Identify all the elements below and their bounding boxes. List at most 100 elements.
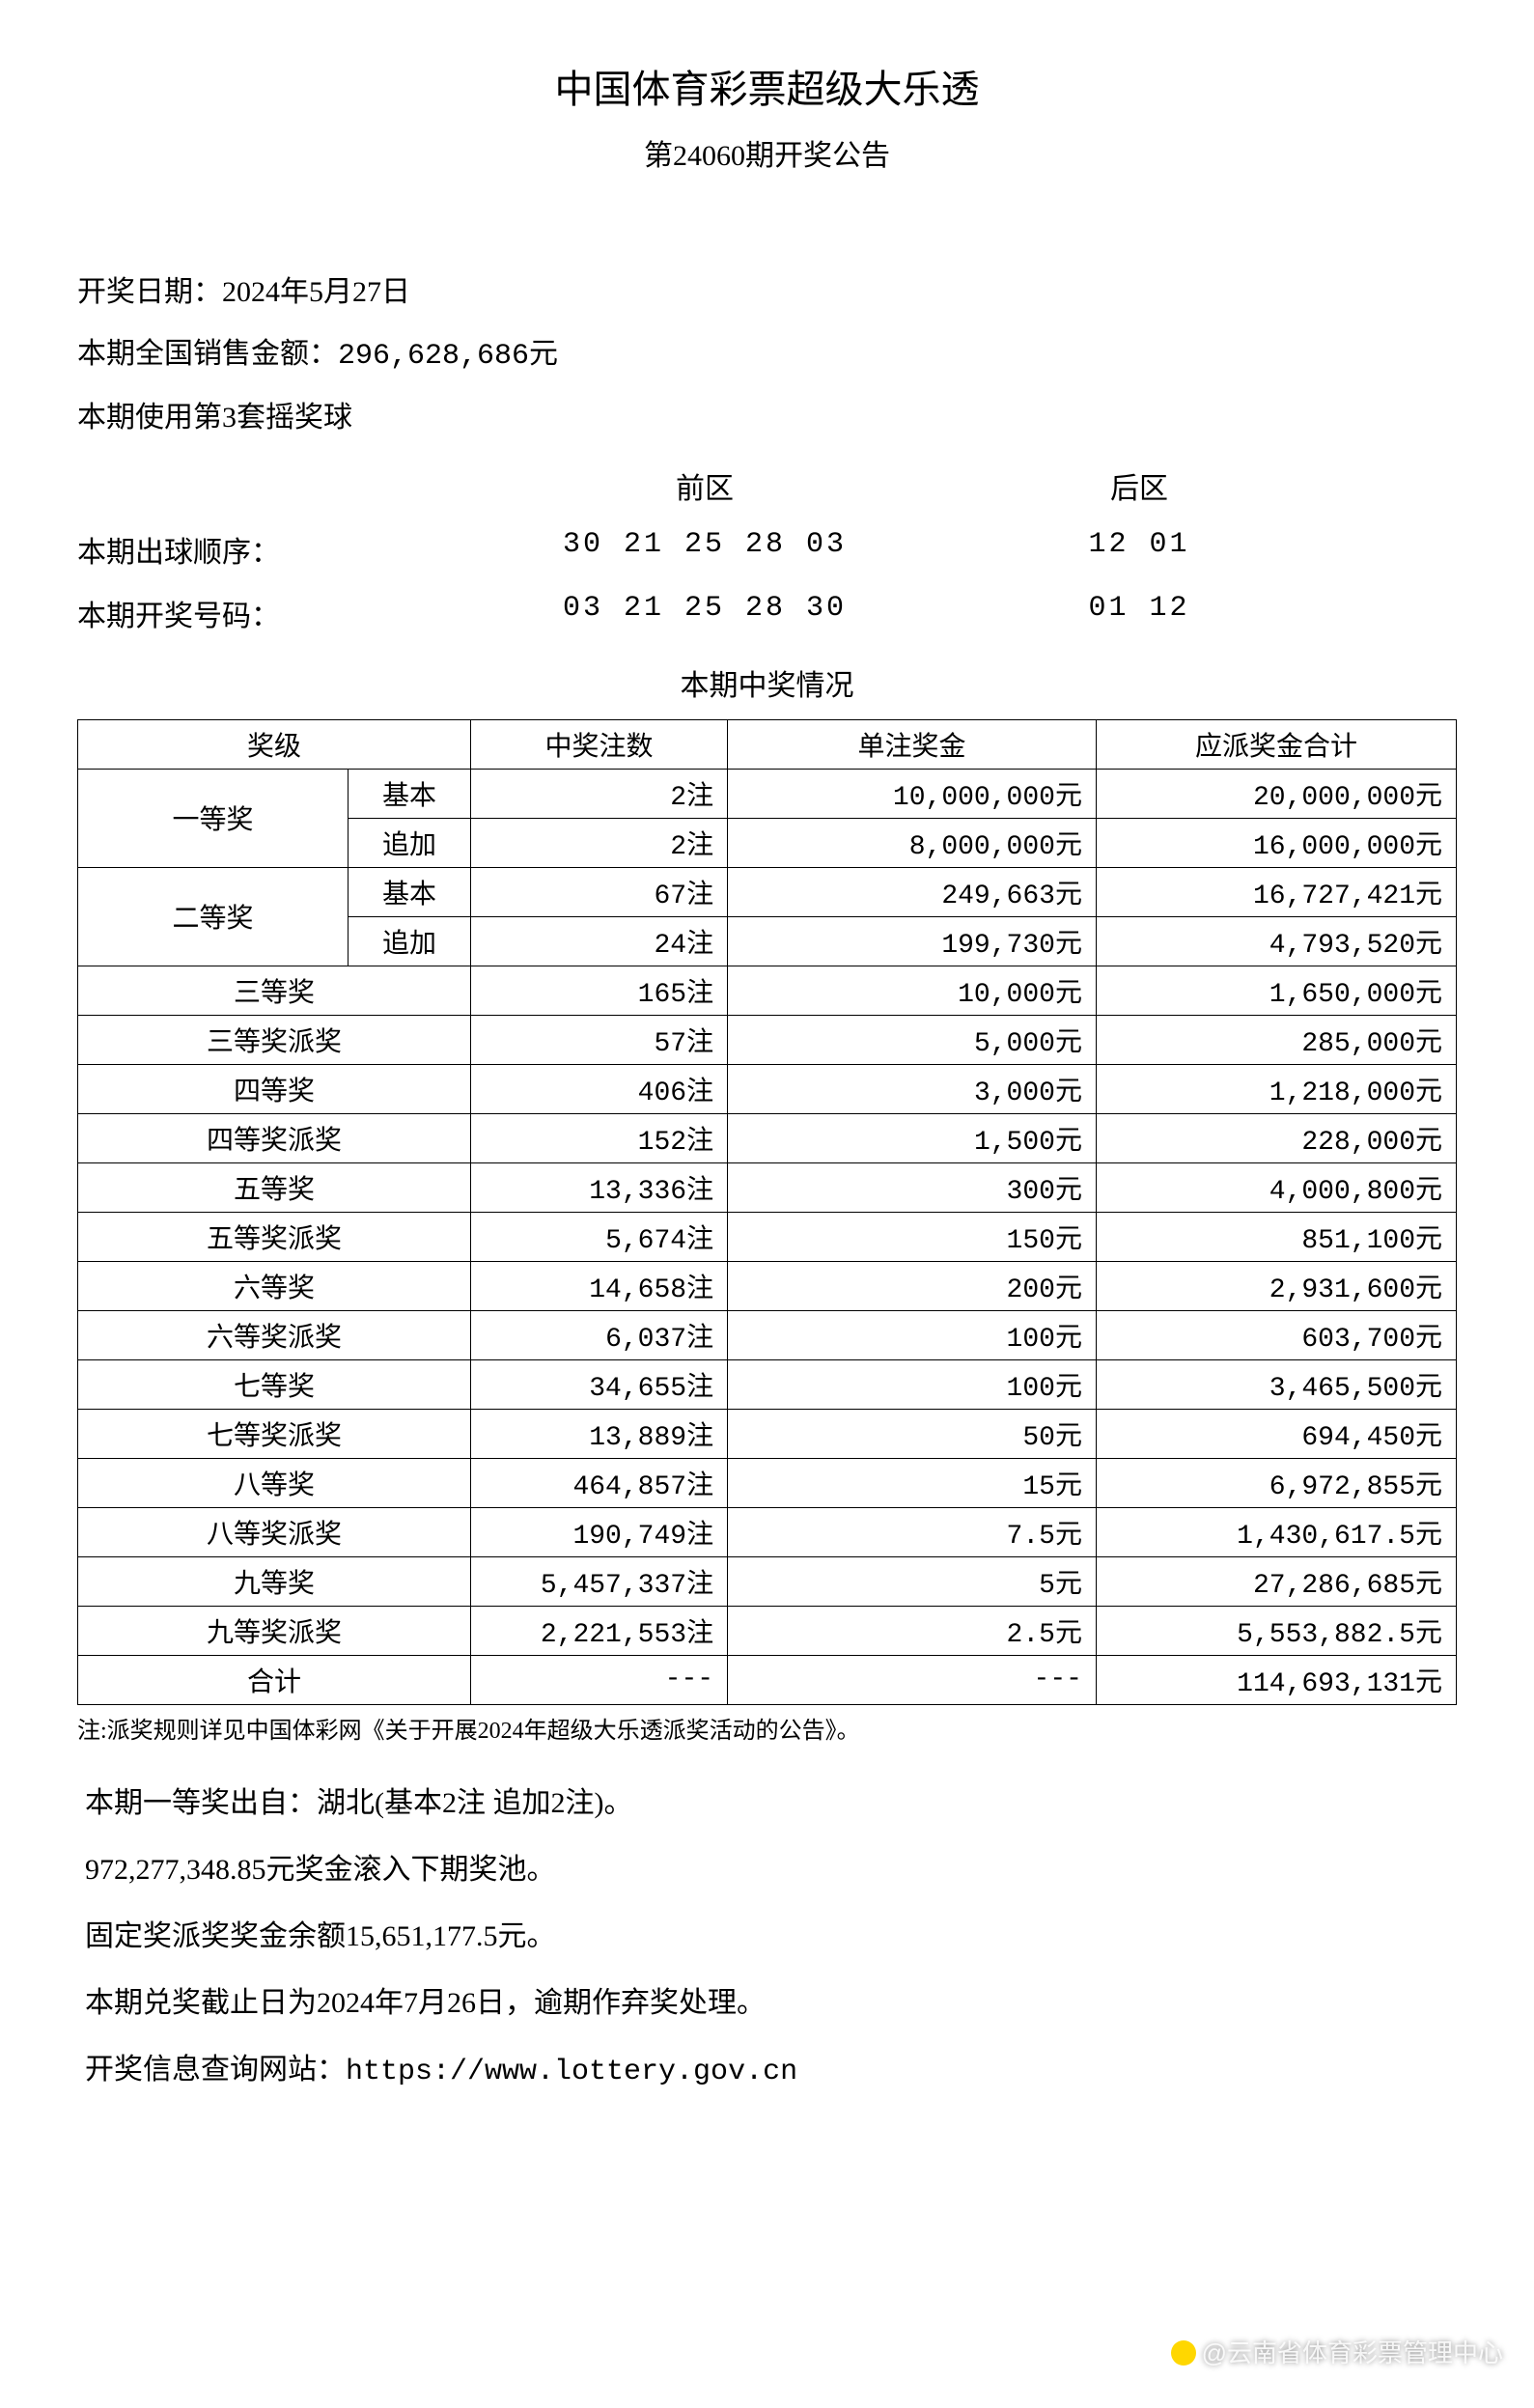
table-row: 八等奖464,857注15元6,972,855元 <box>78 1458 1457 1507</box>
cell-prize: 7.5元 <box>728 1507 1097 1556</box>
cell-total: 851,100元 <box>1096 1212 1456 1261</box>
cell-total: 1,430,617.5元 <box>1096 1507 1456 1556</box>
cell-level: 三等奖 <box>78 966 471 1015</box>
website-url: https://www.lottery.gov.cn <box>346 2056 797 2088</box>
header-level: 奖级 <box>78 719 471 769</box>
cell-prize: 5元 <box>728 1556 1097 1606</box>
table-row: 九等奖派奖2,221,553注2.5元5,553,882.5元 <box>78 1606 1457 1655</box>
cell-count: 165注 <box>470 966 727 1015</box>
draw-date: 开奖日期：2024年5月27日 <box>77 266 1457 320</box>
sum-count: --- <box>470 1655 727 1704</box>
level-second-prize: 二等奖 <box>78 867 349 966</box>
cell-prize: 100元 <box>728 1310 1097 1359</box>
cell-count: 2,221,553注 <box>470 1606 727 1655</box>
sub-addon: 追加 <box>349 818 471 867</box>
winning-front: 03 21 25 28 30 <box>454 592 956 634</box>
table-row: 一等奖基本2注10,000,000元20,000,000元 <box>78 769 1457 818</box>
date-label: 开奖日期： <box>77 276 222 308</box>
sub-basic: 基本 <box>349 867 471 916</box>
cell-prize: 5,000元 <box>728 1015 1097 1064</box>
prize-table-title: 本期中奖情况 <box>77 661 1457 704</box>
cell-total: 5,553,882.5元 <box>1096 1606 1456 1655</box>
ball-set: 本期使用第3套摇奖球 <box>77 391 1457 445</box>
cell-count: 6,037注 <box>470 1310 727 1359</box>
cell-level: 三等奖派奖 <box>78 1015 471 1064</box>
footer-line-2: 972,277,348.85元奖金滚入下期奖池。 <box>85 1836 1457 1903</box>
winning-numbers-label: 本期开奖号码： <box>77 592 454 634</box>
cell-prize: 15元 <box>728 1458 1097 1507</box>
cell-level: 九等奖派奖 <box>78 1606 471 1655</box>
table-note: 注:派奖规则详见中国体彩网《关于开展2024年超级大乐透派奖活动的公告》。 <box>77 1711 1457 1745</box>
cell-prize: 8,000,000元 <box>728 818 1097 867</box>
cell-prize: 100元 <box>728 1359 1097 1409</box>
cell-level: 七等奖派奖 <box>78 1409 471 1458</box>
table-row: 九等奖5,457,337注5元27,286,685元 <box>78 1556 1457 1606</box>
cell-total: 16,000,000元 <box>1096 818 1456 867</box>
header-total: 应派奖金合计 <box>1096 719 1456 769</box>
cell-level: 四等奖 <box>78 1064 471 1113</box>
header-prize: 单注奖金 <box>728 719 1097 769</box>
cell-level: 八等奖 <box>78 1458 471 1507</box>
cell-prize: 10,000元 <box>728 966 1097 1015</box>
table-row: 八等奖派奖190,749注7.5元1,430,617.5元 <box>78 1507 1457 1556</box>
cell-total: 4,793,520元 <box>1096 916 1456 966</box>
draw-order-front: 30 21 25 28 03 <box>454 528 956 571</box>
cell-count: 2注 <box>470 769 727 818</box>
sub-addon: 追加 <box>349 916 471 966</box>
cell-prize: 2.5元 <box>728 1606 1097 1655</box>
table-row: 四等奖派奖152注1,500元228,000元 <box>78 1113 1457 1162</box>
cell-prize: 200元 <box>728 1261 1097 1310</box>
cell-total: 1,218,000元 <box>1096 1064 1456 1113</box>
cell-prize: 199,730元 <box>728 916 1097 966</box>
cell-total: 228,000元 <box>1096 1113 1456 1162</box>
cell-count: 5,457,337注 <box>470 1556 727 1606</box>
cell-level: 四等奖派奖 <box>78 1113 471 1162</box>
cell-prize: 150元 <box>728 1212 1097 1261</box>
cell-level: 五等奖 <box>78 1162 471 1212</box>
winning-back: 01 12 <box>956 592 1323 634</box>
cell-total: 3,465,500元 <box>1096 1359 1456 1409</box>
watermark: @云南省体育彩票管理中心 <box>1171 2334 1503 2369</box>
back-area-label: 后区 <box>956 464 1323 507</box>
cell-level: 八等奖派奖 <box>78 1507 471 1556</box>
table-row: 七等奖派奖13,889注50元694,450元 <box>78 1409 1457 1458</box>
draw-order-label: 本期出球顺序： <box>77 528 454 571</box>
cell-prize: 3,000元 <box>728 1064 1097 1113</box>
table-row: 六等奖派奖6,037注100元603,700元 <box>78 1310 1457 1359</box>
cell-total: 1,650,000元 <box>1096 966 1456 1015</box>
cell-count: 152注 <box>470 1113 727 1162</box>
cell-level: 九等奖 <box>78 1556 471 1606</box>
cell-level: 五等奖派奖 <box>78 1212 471 1261</box>
table-row: 三等奖派奖57注5,000元285,000元 <box>78 1015 1457 1064</box>
table-row: 七等奖34,655注100元3,465,500元 <box>78 1359 1457 1409</box>
cell-total: 4,000,800元 <box>1096 1162 1456 1212</box>
cell-total: 27,286,685元 <box>1096 1556 1456 1606</box>
cell-prize: 10,000,000元 <box>728 769 1097 818</box>
cell-prize: 1,500元 <box>728 1113 1097 1162</box>
cell-count: 406注 <box>470 1064 727 1113</box>
sales-label: 本期全国销售金额： <box>77 338 338 370</box>
cell-count: 34,655注 <box>470 1359 727 1409</box>
table-row: 三等奖165注10,000元1,650,000元 <box>78 966 1457 1015</box>
cell-total: 285,000元 <box>1096 1015 1456 1064</box>
cell-level: 六等奖 <box>78 1261 471 1310</box>
cell-count: 57注 <box>470 1015 727 1064</box>
prize-table: 奖级 中奖注数 单注奖金 应派奖金合计 一等奖基本2注10,000,000元20… <box>77 719 1457 1705</box>
cell-prize: 50元 <box>728 1409 1097 1458</box>
cell-count: 2注 <box>470 818 727 867</box>
watermark-logo-icon <box>1171 2340 1196 2366</box>
cell-count: 464,857注 <box>470 1458 727 1507</box>
cell-prize: 249,663元 <box>728 867 1097 916</box>
header-count: 中奖注数 <box>470 719 727 769</box>
cell-count: 24注 <box>470 916 727 966</box>
cell-count: 5,674注 <box>470 1212 727 1261</box>
sub-basic: 基本 <box>349 769 471 818</box>
cell-total: 603,700元 <box>1096 1310 1456 1359</box>
table-row: 五等奖13,336注300元4,000,800元 <box>78 1162 1457 1212</box>
footer-line-4: 本期兑奖截止日为2024年7月26日，逾期作弃奖处理。 <box>85 1970 1457 2036</box>
draw-order-back: 12 01 <box>956 528 1323 571</box>
footer-line-3: 固定奖派奖奖金余额15,651,177.5元。 <box>85 1903 1457 1970</box>
table-row: 五等奖派奖5,674注150元851,100元 <box>78 1212 1457 1261</box>
sum-label: 合计 <box>78 1655 471 1704</box>
cell-total: 2,931,600元 <box>1096 1261 1456 1310</box>
